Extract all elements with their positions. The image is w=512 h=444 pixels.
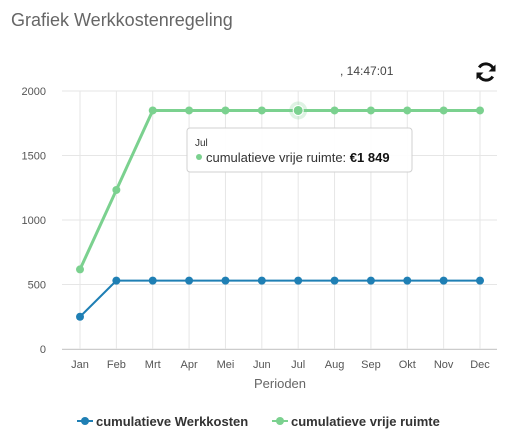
tooltip-value: €1 849 [350,150,390,165]
x-tick-label: Okt [399,359,416,371]
last-updated-time: , 14:47:01 [340,64,394,78]
series-line-2[interactable] [78,108,480,271]
data-point[interactable] [257,276,266,285]
data-point[interactable] [112,185,121,194]
data-point[interactable] [403,276,412,285]
legend-label: cumulatieve vrije ruimte [291,414,440,429]
series-layer [76,101,484,321]
data-point[interactable] [112,276,121,285]
data-point[interactable] [221,106,230,115]
x-tick-label: Mrt [145,359,161,371]
data-point[interactable] [330,106,339,115]
x-tick-label: Jan [71,359,89,371]
y-tick-label: 0 [40,344,46,356]
data-point[interactable] [185,106,194,115]
data-point[interactable] [366,106,375,115]
data-point[interactable] [76,312,84,321]
data-point[interactable] [439,276,448,285]
data-point[interactable] [76,265,84,274]
page-title: Grafiek Werkkostenregeling [11,10,233,30]
data-point[interactable] [476,276,484,285]
legend-item-1[interactable]: cumulatieve Werkkosten [77,414,248,429]
x-tick-label: Dec [470,359,490,371]
x-tick-label: Mei [217,359,235,371]
data-point[interactable] [439,106,448,115]
y-tick-label: 2000 [22,86,46,98]
refresh-button[interactable] [474,60,498,84]
data-point[interactable] [257,106,266,115]
data-point[interactable] [292,104,304,116]
tooltip: Jul cumulatieve vrije ruimte: €1 849 [186,127,413,173]
data-point[interactable] [221,276,230,285]
x-tick-label: Jun [253,359,271,371]
x-tick-label: Jul [291,359,305,371]
x-tick-label: Aug [325,359,345,371]
x-axis-title: Perioden [254,376,306,391]
data-point[interactable] [148,106,157,115]
tooltip-line: cumulatieve vrije ruimte: €1 849 [206,150,390,165]
x-tick-label: Apr [181,359,198,371]
data-point[interactable] [294,276,303,285]
legend-symbol-dot [81,417,89,425]
y-tick-label: 1000 [22,215,46,227]
tooltip-series-label: cumulatieve vrije ruimte: [206,150,350,165]
x-tick-label: Sep [361,359,381,371]
data-point[interactable] [185,276,194,285]
data-point[interactable] [148,276,157,285]
refresh-icon [476,62,496,82]
legend-item-2[interactable]: cumulatieve vrije ruimte [272,414,440,429]
legend-label: cumulatieve Werkkosten [96,414,248,429]
data-point[interactable] [366,276,375,285]
data-point[interactable] [403,106,412,115]
data-point[interactable] [330,276,339,285]
y-tick-label: 500 [28,280,46,292]
series-line-1[interactable] [79,279,480,318]
axis-layer: 0 500 1000 1500 2000 Jan Feb Mrt Apr Mei Jun Jul Aug… [22,86,497,391]
legend: cumulatieve Werkkosten cumulatieve vrije … [77,414,440,429]
tooltip-series-dot [196,154,202,160]
tooltip-box [186,127,413,173]
tooltip-header: Jul [195,138,208,149]
legend-symbol-dot [276,417,284,425]
data-point[interactable] [476,106,484,115]
x-tick-label: Nov [434,359,454,371]
x-tick-label: Feb [107,359,126,371]
y-tick-label: 1500 [22,151,46,163]
